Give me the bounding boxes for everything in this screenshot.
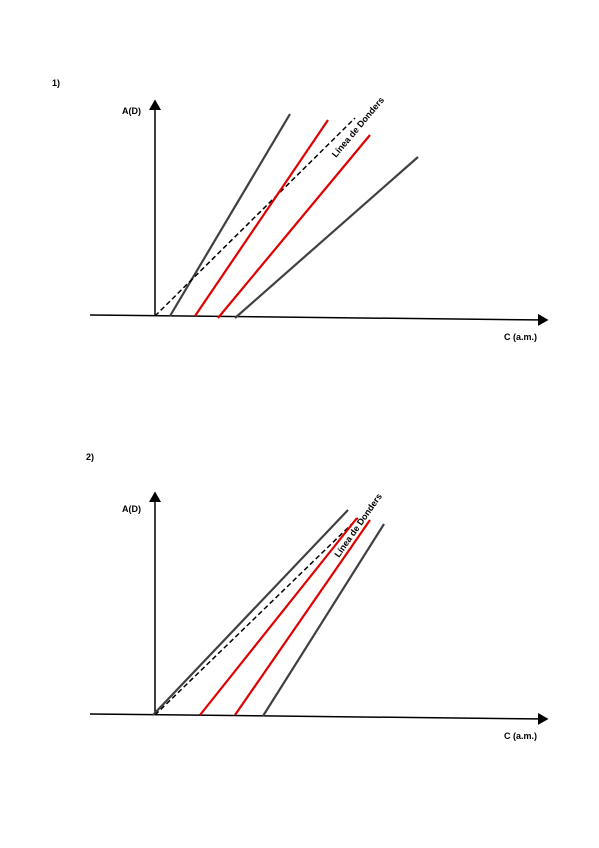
x-axis xyxy=(89,313,549,326)
donders-line xyxy=(154,517,359,716)
red-line xyxy=(199,517,358,716)
donders-line xyxy=(154,117,356,317)
diagram-label: 1) xyxy=(52,78,60,88)
red-line xyxy=(194,119,329,317)
diagram-label: 2) xyxy=(86,452,94,462)
gray-line xyxy=(234,156,419,319)
gray-line xyxy=(262,523,385,717)
diagram-1: 1) A(D) C (a.m.) Línea de Donders xyxy=(52,78,549,342)
red-line xyxy=(234,519,371,716)
y-axis-label: A(D) xyxy=(122,504,141,514)
x-axis xyxy=(89,712,549,725)
x-axis-label: C (a.m.) xyxy=(504,731,537,741)
red-line xyxy=(217,134,371,319)
gray-line xyxy=(152,509,349,716)
x-axis-label: C (a.m.) xyxy=(504,332,537,342)
diagram-2: 2) A(D) C (a.m.) Línea de Donders xyxy=(86,452,549,741)
y-axis-label: A(D) xyxy=(122,106,141,116)
donders-label: Línea de Donders xyxy=(332,492,384,560)
